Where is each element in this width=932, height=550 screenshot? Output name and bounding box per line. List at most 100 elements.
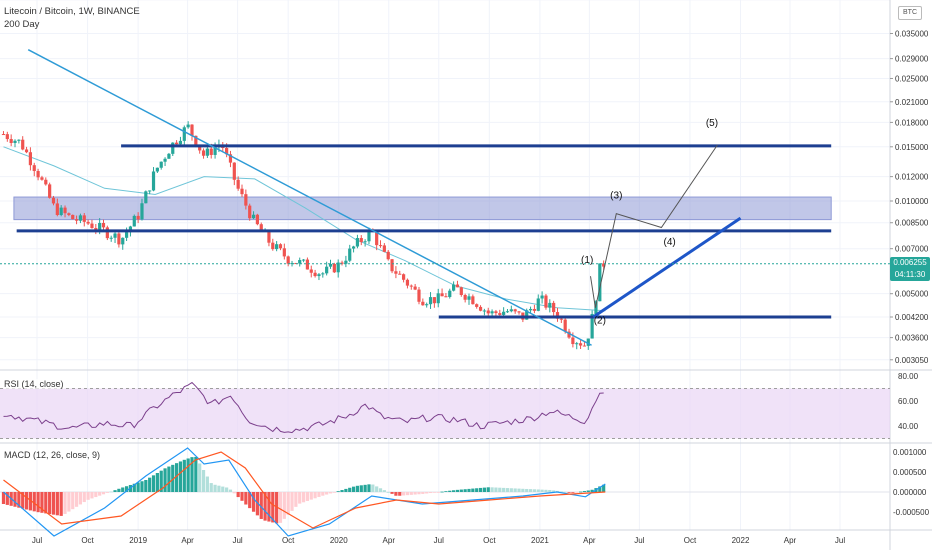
time-tick-label: Apr — [181, 536, 194, 545]
macd-histogram-bar — [563, 491, 567, 493]
rsi-line-layer — [3, 381, 604, 434]
candle-body — [28, 152, 33, 166]
macd-histogram-bar — [248, 492, 252, 509]
projection-arrow-line — [592, 216, 742, 319]
candle-body — [482, 310, 486, 312]
macd-histogram-bar — [40, 492, 44, 513]
macd-histogram-bar — [267, 492, 271, 522]
candle-body — [128, 226, 133, 233]
macd-histogram-bar — [240, 492, 244, 501]
resistance-zone — [13, 196, 832, 221]
rsi-line — [3, 381, 604, 434]
candle-body — [398, 273, 402, 275]
macd-tick-label: 0.000000 — [893, 488, 927, 497]
macd-histogram-bar — [140, 481, 144, 492]
candle-body — [390, 259, 394, 272]
candle-body — [490, 311, 494, 314]
candle-body — [178, 140, 183, 145]
candle-body — [32, 165, 36, 172]
macd-histogram-bar — [540, 489, 544, 492]
candle-body — [590, 313, 594, 339]
candle-body — [532, 308, 537, 311]
macd-histogram-bar — [282, 492, 286, 519]
candle-body — [155, 167, 159, 172]
macd-signal-line — [3, 451, 606, 529]
candle-body — [117, 233, 121, 245]
macd-histogram-bar — [482, 487, 486, 492]
candle-body — [190, 124, 194, 136]
candle-body — [313, 272, 317, 277]
candle-body — [278, 244, 283, 249]
macd-histogram-bar — [525, 488, 529, 492]
elliott-wave-path — [590, 144, 718, 308]
macd-histogram-bar — [298, 492, 302, 504]
time-tick-label: Oct — [282, 536, 295, 545]
macd-histogram-bar — [21, 492, 25, 509]
candle-body — [417, 289, 421, 302]
candle-body — [71, 214, 75, 220]
candle-body — [109, 237, 113, 239]
candle-body — [101, 222, 106, 228]
indicator-label: 200 Day — [4, 19, 40, 30]
rsi-pane-label[interactable]: RSI (14, close) — [4, 379, 64, 389]
macd-histogram-bar — [155, 473, 159, 492]
bar-countdown: 04:11:30 — [894, 270, 926, 279]
macd-histogram-bar — [1, 492, 6, 504]
candle-body — [552, 302, 556, 313]
macd-histogram-bar — [505, 488, 510, 492]
macd-histogram-bar — [321, 492, 325, 496]
macd-pane-label[interactable]: MACD (12, 26, close, 9) — [4, 450, 101, 460]
candle-body — [598, 263, 602, 302]
macd-histogram-bar — [494, 487, 498, 492]
price-tick-label: 0.025000 — [895, 74, 929, 83]
macd-histogram-bar — [105, 492, 109, 493]
macd-histogram-bar — [421, 492, 425, 494]
macd-histogram-bar — [544, 489, 548, 492]
candle-body — [328, 263, 333, 267]
macd-histogram-bar — [167, 466, 171, 492]
candle-body — [344, 260, 348, 264]
macd-histogram-bar — [86, 492, 90, 500]
candle-body — [548, 302, 552, 308]
macd-histogram-bar — [432, 492, 436, 493]
price-tick-label: 0.029000 — [895, 55, 929, 64]
price-tick-label: 0.035000 — [895, 29, 929, 38]
candle-body — [413, 286, 417, 290]
macd-histogram-bar — [328, 492, 333, 494]
macd-histogram-bar — [428, 492, 433, 494]
macd-histogram-bar — [182, 459, 186, 492]
candle-body — [440, 293, 444, 297]
candle-body — [205, 148, 209, 156]
candle-body — [394, 271, 398, 274]
currency-badge[interactable]: BTC — [898, 6, 922, 20]
candle-body — [459, 287, 463, 295]
macd-histogram-bar — [236, 492, 240, 498]
candle-body — [286, 256, 290, 264]
candle-body — [148, 190, 152, 192]
time-tick-label: Apr — [583, 536, 596, 545]
candle-body — [436, 293, 440, 304]
macd-histogram-bar — [221, 486, 225, 492]
candle-body — [298, 260, 302, 264]
resistance-zone-layer — [13, 196, 832, 221]
candle-body — [182, 127, 186, 141]
candle-body — [232, 162, 236, 180]
candle-body — [21, 139, 25, 150]
rsi-band-fill — [0, 388, 890, 439]
candle-body — [90, 223, 94, 229]
macd-histogram-bar — [413, 492, 417, 495]
time-tick-label: Oct — [483, 536, 496, 545]
candle-body — [17, 139, 21, 141]
candle-body — [467, 296, 471, 300]
candle-body — [498, 313, 502, 315]
macd-histogram-bar — [452, 490, 456, 492]
macd-histogram-bar — [502, 487, 506, 492]
macd-histogram-bar — [278, 492, 283, 523]
candle-body — [359, 238, 363, 243]
macd-line — [3, 447, 606, 537]
candle-body — [340, 262, 344, 264]
wave-label: (1) — [581, 255, 593, 266]
candle-body — [367, 230, 371, 242]
macd-histogram-bar — [332, 492, 336, 493]
